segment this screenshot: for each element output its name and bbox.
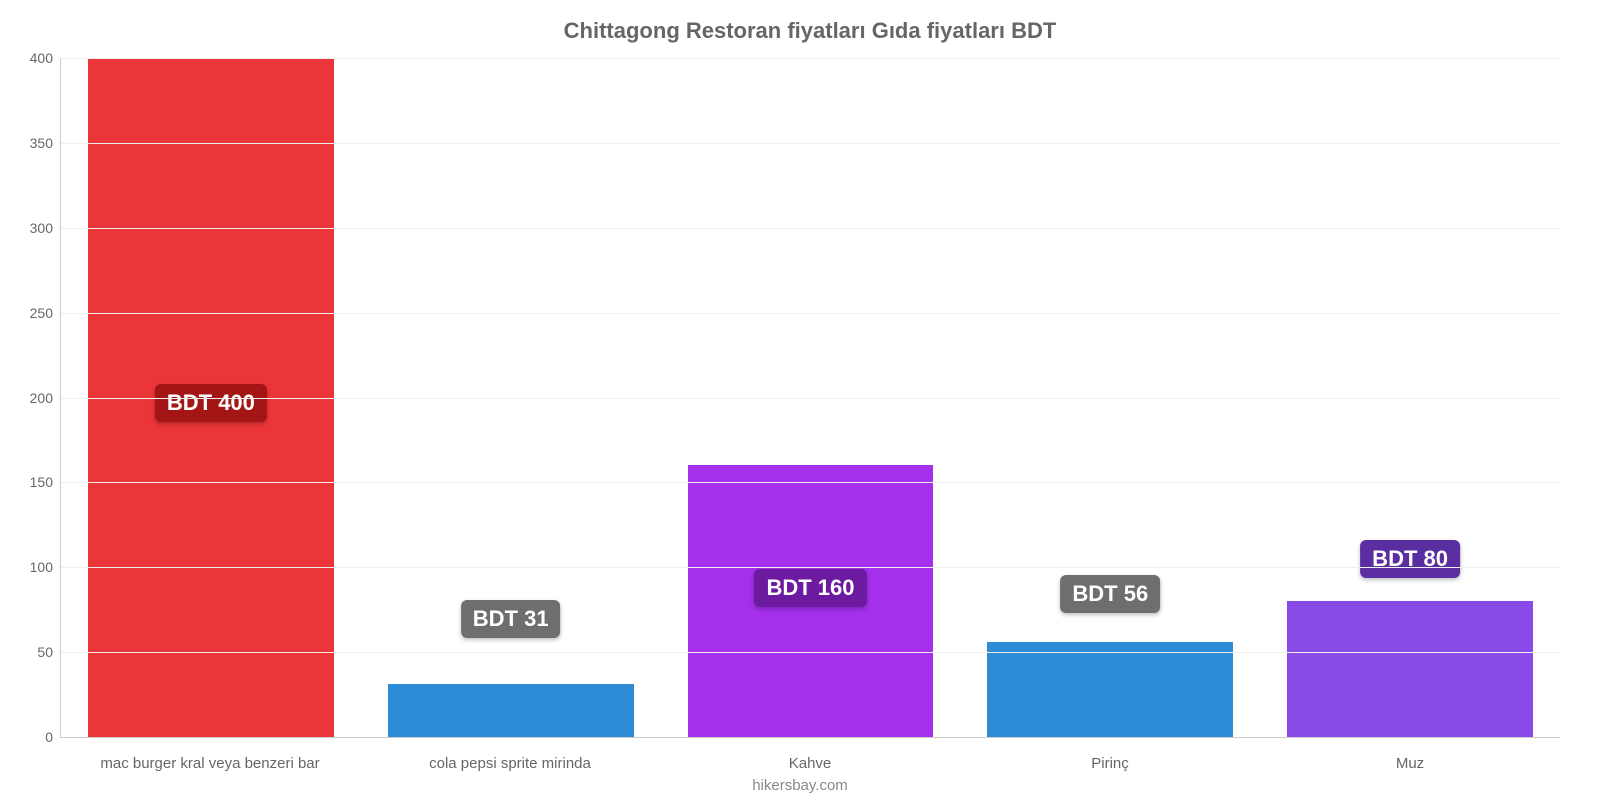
y-tick-label: 350 [30,135,61,151]
value-label: BDT 56 [1060,575,1160,613]
y-tick-label: 200 [30,390,61,406]
y-tick-label: 0 [45,729,61,745]
gridline [61,398,1560,399]
value-label: BDT 400 [155,384,267,422]
gridline [61,567,1560,568]
x-tick-label: Pirinç [960,755,1260,772]
y-tick-label: 300 [30,220,61,236]
gridline [61,652,1560,653]
y-tick-label: 50 [37,644,61,660]
plot-area: BDT 400BDT 31BDT 160BDT 56BDT 80 0501001… [60,58,1560,738]
gridline [61,482,1560,483]
y-tick-label: 150 [30,474,61,490]
gridline [61,58,1560,59]
y-tick-label: 250 [30,305,61,321]
value-label: BDT 160 [754,569,866,607]
x-axis-labels: mac burger kral veya benzeri barcola pep… [60,755,1560,772]
bar: BDT 160 [688,465,934,737]
bar: BDT 80 [1287,601,1533,737]
chart-container: Chittagong Restoran fiyatları Gıda fiyat… [0,0,1600,800]
attribution-text: hikersbay.com [0,777,1600,794]
y-tick-label: 400 [30,50,61,66]
value-label: BDT 31 [461,600,561,638]
value-label: BDT 80 [1360,540,1460,578]
gridline [61,313,1560,314]
bar: BDT 56 [987,642,1233,737]
x-tick-label: mac burger kral veya benzeri bar [60,755,360,772]
chart-title: Chittagong Restoran fiyatları Gıda fiyat… [60,18,1560,44]
y-tick-label: 100 [30,559,61,575]
bar: BDT 31 [388,684,634,737]
gridline [61,228,1560,229]
x-tick-label: Kahve [660,755,960,772]
x-tick-label: cola pepsi sprite mirinda [360,755,660,772]
x-tick-label: Muz [1260,755,1560,772]
gridline [61,143,1560,144]
